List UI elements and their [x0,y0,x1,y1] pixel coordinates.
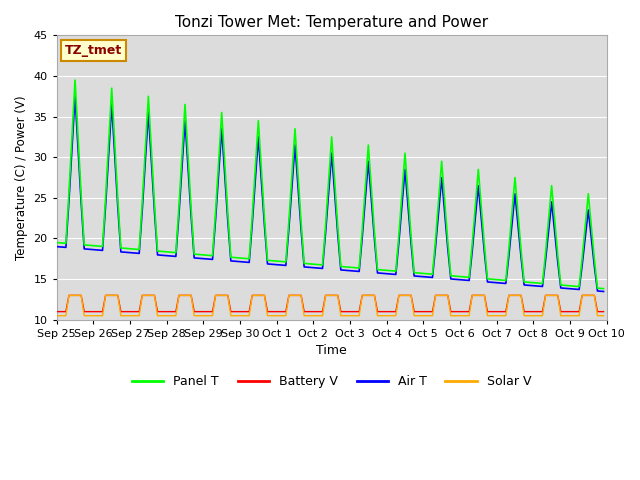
Legend: Panel T, Battery V, Air T, Solar V: Panel T, Battery V, Air T, Solar V [127,370,536,393]
Y-axis label: Temperature (C) / Power (V): Temperature (C) / Power (V) [15,95,28,260]
Text: TZ_tmet: TZ_tmet [65,44,122,57]
X-axis label: Time: Time [316,344,347,357]
Title: Tonzi Tower Met: Temperature and Power: Tonzi Tower Met: Temperature and Power [175,15,488,30]
